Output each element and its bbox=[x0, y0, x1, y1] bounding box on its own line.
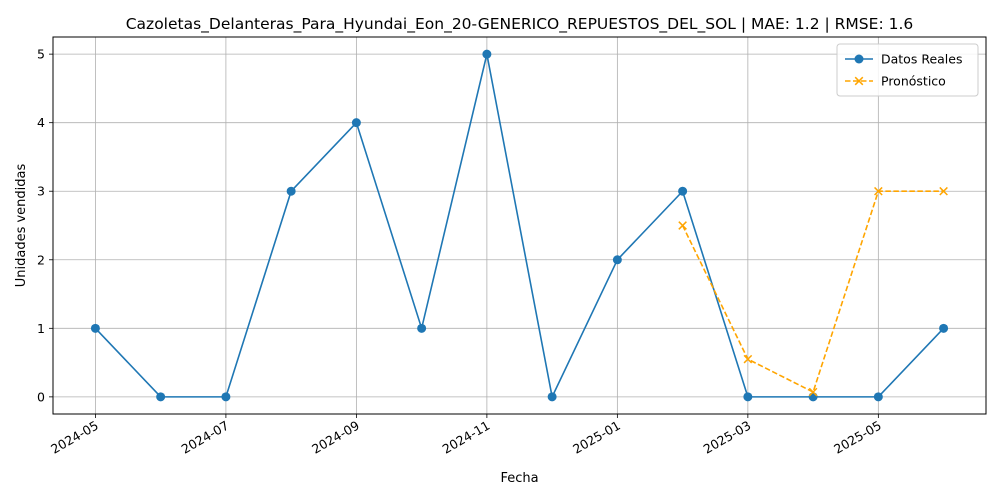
plot-frame bbox=[52, 36, 987, 415]
x-tick-label: 2025-03 bbox=[701, 418, 754, 457]
data-point-marker bbox=[417, 323, 427, 333]
x-tick-label: 2025-01 bbox=[570, 418, 623, 457]
x-axis-label: Fecha bbox=[500, 471, 538, 486]
x-tick-label: 2024-07 bbox=[179, 418, 232, 457]
x-tick-label: 2024-11 bbox=[440, 418, 493, 457]
y-tick-label: 2 bbox=[37, 252, 45, 267]
series-layer bbox=[90, 49, 949, 402]
y-tick-label: 4 bbox=[37, 115, 45, 130]
forecast-point-marker bbox=[874, 186, 883, 196]
data-point-marker bbox=[612, 255, 622, 265]
legend: Datos Reales Pronóstico bbox=[836, 43, 979, 97]
y-tick-label: 5 bbox=[37, 47, 45, 62]
data-point-marker bbox=[156, 392, 166, 402]
data-point-marker bbox=[808, 392, 818, 402]
series-line-1 bbox=[681, 190, 944, 394]
data-point-marker bbox=[547, 392, 557, 402]
data-point-marker bbox=[286, 186, 296, 196]
y-tick-label: 3 bbox=[37, 184, 45, 199]
legend-box bbox=[836, 43, 979, 97]
data-point-marker bbox=[678, 186, 688, 196]
data-point-marker bbox=[482, 49, 492, 59]
chart-title: Cazoletas_Delanteras_Para_Hyundai_Eon_20… bbox=[126, 15, 914, 34]
x-tick-label: 2024-05 bbox=[48, 418, 101, 457]
forecast-point-marker bbox=[808, 387, 818, 397]
y-axis-label: Unidades vendidas bbox=[14, 164, 29, 288]
legend-label: Datos Reales bbox=[881, 52, 962, 67]
data-point-marker bbox=[873, 392, 883, 402]
forecast-point-marker bbox=[678, 221, 687, 230]
data-point-marker bbox=[90, 323, 100, 333]
data-point-marker bbox=[351, 118, 361, 128]
series-line-0 bbox=[94, 53, 945, 400]
x-tick-label: 2024-09 bbox=[309, 418, 362, 457]
data-point-marker bbox=[939, 323, 949, 333]
x-tick-label: 2025-05 bbox=[831, 418, 884, 457]
legend-marker bbox=[854, 54, 864, 64]
y-tick-label: 0 bbox=[37, 389, 45, 404]
y-tick-label: 1 bbox=[37, 321, 45, 336]
grid-lines bbox=[53, 37, 986, 414]
data-point-marker bbox=[743, 392, 753, 402]
legend-label: Pronóstico bbox=[881, 74, 946, 89]
forecast-point-marker bbox=[939, 186, 948, 196]
forecast-point-marker bbox=[743, 354, 753, 364]
data-point-marker bbox=[221, 392, 231, 402]
legend-marker bbox=[854, 76, 864, 86]
